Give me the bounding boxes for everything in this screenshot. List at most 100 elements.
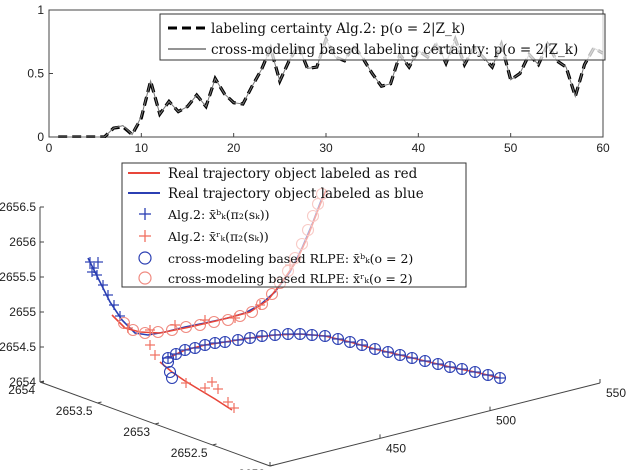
marker-rlpe-blue xyxy=(393,348,407,362)
marker-rlpe-blue xyxy=(381,345,395,359)
z-tick-label: 2656.5 xyxy=(0,200,36,214)
marker-alg2-red xyxy=(229,403,239,413)
marker-alg2-blue xyxy=(470,367,480,377)
marker-alg2-blue xyxy=(109,300,119,310)
legend-label-alg2-blue: Alg.2: x̄ᵇₖ(π₂(sₖ)) xyxy=(167,207,269,222)
x-tick-label: 20 xyxy=(227,141,241,155)
marker-rlpe-blue xyxy=(318,329,332,343)
top-chart: 0 10 20 30 40 50 60 0 0.5 1 labeling certainty Al… xyxy=(27,3,610,155)
marker-alg2-blue xyxy=(200,340,210,350)
x-tick-label: 2654 xyxy=(8,383,35,397)
trajectory-line-red-tail xyxy=(159,361,233,411)
legend-marker-blue-circle xyxy=(138,251,152,265)
marker-alg2-red xyxy=(170,320,180,330)
x-tick-mark xyxy=(97,401,102,404)
marker-alg2-blue xyxy=(270,330,280,340)
marker-alg2-blue xyxy=(345,337,355,347)
marker-rlpe-red xyxy=(207,315,221,329)
marker-alg2-blue xyxy=(495,373,505,383)
marker-alg2-blue xyxy=(407,353,417,363)
marker-alg2-blue xyxy=(220,337,230,347)
marker-alg2-red xyxy=(230,313,240,323)
marker-rlpe-blue xyxy=(468,365,482,379)
marker-alg2-red xyxy=(145,325,155,335)
x-tick-label: 50 xyxy=(504,141,518,155)
marker-alg2-blue xyxy=(87,267,97,277)
marker-rlpe-blue xyxy=(368,342,382,356)
marker-alg2-blue xyxy=(257,331,267,341)
marker-rlpe-blue xyxy=(165,371,179,385)
legend-label-real-red: Real trajectory object labeled as red xyxy=(168,166,418,182)
x-tick-label: 2652 xyxy=(238,467,265,470)
marker-alg2-blue xyxy=(103,290,113,300)
x-tick-label: 60 xyxy=(596,141,610,155)
y-tick-label: 1 xyxy=(37,3,44,17)
marker-alg2-blue xyxy=(89,263,99,273)
marker-alg2-blue xyxy=(245,333,255,343)
y-tick-label: 450 xyxy=(386,441,406,455)
legend-marker-red-plus xyxy=(139,230,151,242)
z-tick-label: 2655 xyxy=(9,305,36,319)
marker-rlpe-blue xyxy=(331,332,345,346)
marker-alg2-blue xyxy=(320,331,330,341)
marker-rlpe-blue xyxy=(188,341,202,355)
legend-label-alg2-red: Alg.2: x̄ʳₖ(π₂(sₖ)) xyxy=(167,229,269,244)
marker-alg2-red xyxy=(123,323,133,333)
marker-rlpe-blue xyxy=(343,335,357,349)
x-tick-mark xyxy=(269,464,275,467)
marker-alg2-blue xyxy=(457,364,467,374)
x-tick-label: 2652.5 xyxy=(171,446,208,460)
marker-alg2-blue xyxy=(370,344,380,354)
legend-label-rlpe-blue: cross-modeling based RLPE: x̄ᵇₖ(o = 2) xyxy=(168,251,413,266)
marker-alg2-blue xyxy=(333,334,343,344)
z-tick-label: 2654 xyxy=(9,375,36,389)
legend-label-cross-modeling: cross-modeling based labeling certainty:… xyxy=(211,42,578,58)
marker-alg2-blue xyxy=(433,359,443,369)
marker-alg2-blue xyxy=(233,335,243,345)
marker-rlpe-red xyxy=(179,320,193,334)
marker-alg2-red xyxy=(223,397,233,407)
marker-rlpe-blue xyxy=(455,362,469,376)
marker-rlpe-blue xyxy=(268,328,282,342)
marker-rlpe-blue xyxy=(255,329,269,343)
marker-alg2-red xyxy=(150,350,160,360)
marker-rlpe-blue xyxy=(231,333,245,347)
marker-rlpe-blue xyxy=(218,335,232,349)
marker-rlpe-blue xyxy=(431,357,445,371)
marker-rlpe-blue xyxy=(243,331,257,345)
marker-rlpe-blue xyxy=(481,368,495,382)
marker-rlpe-red xyxy=(221,313,235,327)
marker-rlpe-blue xyxy=(281,327,295,341)
marker-rlpe-blue xyxy=(161,351,175,365)
marker-rlpe-red xyxy=(255,297,269,311)
marker-alg2-red xyxy=(200,315,210,325)
marker-rlpe-red xyxy=(265,287,279,301)
legend-label-rlpe-red: cross-modeling based RLPE: x̄ʳₖ(o = 2) xyxy=(168,271,413,286)
marker-alg2-blue xyxy=(483,370,493,380)
marker-alg2-red xyxy=(213,384,223,394)
marker-alg2-blue xyxy=(283,329,293,339)
marker-alg2-blue xyxy=(98,280,108,290)
marker-alg2-red xyxy=(207,377,217,387)
marker-rlpe-blue xyxy=(493,371,507,385)
y-tick-label: 500 xyxy=(496,414,516,428)
z-tick-label: 2655.5 xyxy=(0,270,36,284)
bottom-legend: Real trajectory object labeled as red Re… xyxy=(121,162,467,288)
marker-rlpe-blue xyxy=(169,347,183,361)
marker-alg2-blue xyxy=(395,350,405,360)
marker-rlpe-blue xyxy=(163,365,177,379)
marker-alg2-red xyxy=(255,300,265,310)
top-legend-box xyxy=(159,13,606,61)
marker-alg2-blue xyxy=(190,343,200,353)
legend-marker-red-circle xyxy=(138,271,152,285)
y-axis-line xyxy=(269,382,601,467)
x-tick-label: 30 xyxy=(319,141,333,155)
y-tick-label: 0.5 xyxy=(27,67,44,81)
legend-label-real-blue: Real trajectory object labeled as blue xyxy=(168,186,424,202)
marker-alg2-blue xyxy=(445,362,455,372)
x-tick-mark xyxy=(154,422,160,425)
x-tick-mark xyxy=(212,443,217,446)
marker-rlpe-blue xyxy=(161,355,175,369)
marker-rlpe-blue xyxy=(293,327,307,341)
